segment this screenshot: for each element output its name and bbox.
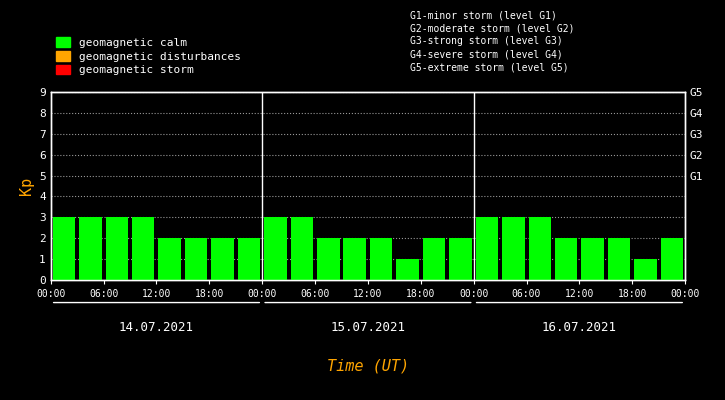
- Text: Time (UT): Time (UT): [327, 359, 409, 374]
- Y-axis label: Kp: Kp: [19, 177, 33, 195]
- Bar: [660, 238, 683, 280]
- Bar: [476, 217, 498, 280]
- Bar: [264, 217, 286, 280]
- Bar: [106, 217, 128, 280]
- Bar: [291, 217, 313, 280]
- Bar: [397, 259, 419, 280]
- Bar: [502, 217, 525, 280]
- Text: 15.07.2021: 15.07.2021: [331, 321, 405, 334]
- Bar: [185, 238, 207, 280]
- Bar: [79, 217, 102, 280]
- Bar: [317, 238, 339, 280]
- Bar: [634, 259, 657, 280]
- Bar: [159, 238, 181, 280]
- Text: G1-minor storm (level G1)
G2-moderate storm (level G2)
G3-strong storm (level G3: G1-minor storm (level G1) G2-moderate st…: [410, 10, 574, 73]
- Bar: [238, 238, 260, 280]
- Text: 14.07.2021: 14.07.2021: [119, 321, 194, 334]
- Bar: [581, 238, 604, 280]
- Text: 16.07.2021: 16.07.2021: [542, 321, 617, 334]
- Bar: [370, 238, 392, 280]
- Bar: [423, 238, 445, 280]
- Bar: [53, 217, 75, 280]
- Bar: [555, 238, 577, 280]
- Bar: [608, 238, 630, 280]
- Bar: [529, 217, 551, 280]
- Legend: geomagnetic calm, geomagnetic disturbances, geomagnetic storm: geomagnetic calm, geomagnetic disturbanc…: [57, 37, 241, 75]
- Bar: [450, 238, 472, 280]
- Bar: [132, 217, 154, 280]
- Bar: [211, 238, 233, 280]
- Bar: [344, 238, 366, 280]
